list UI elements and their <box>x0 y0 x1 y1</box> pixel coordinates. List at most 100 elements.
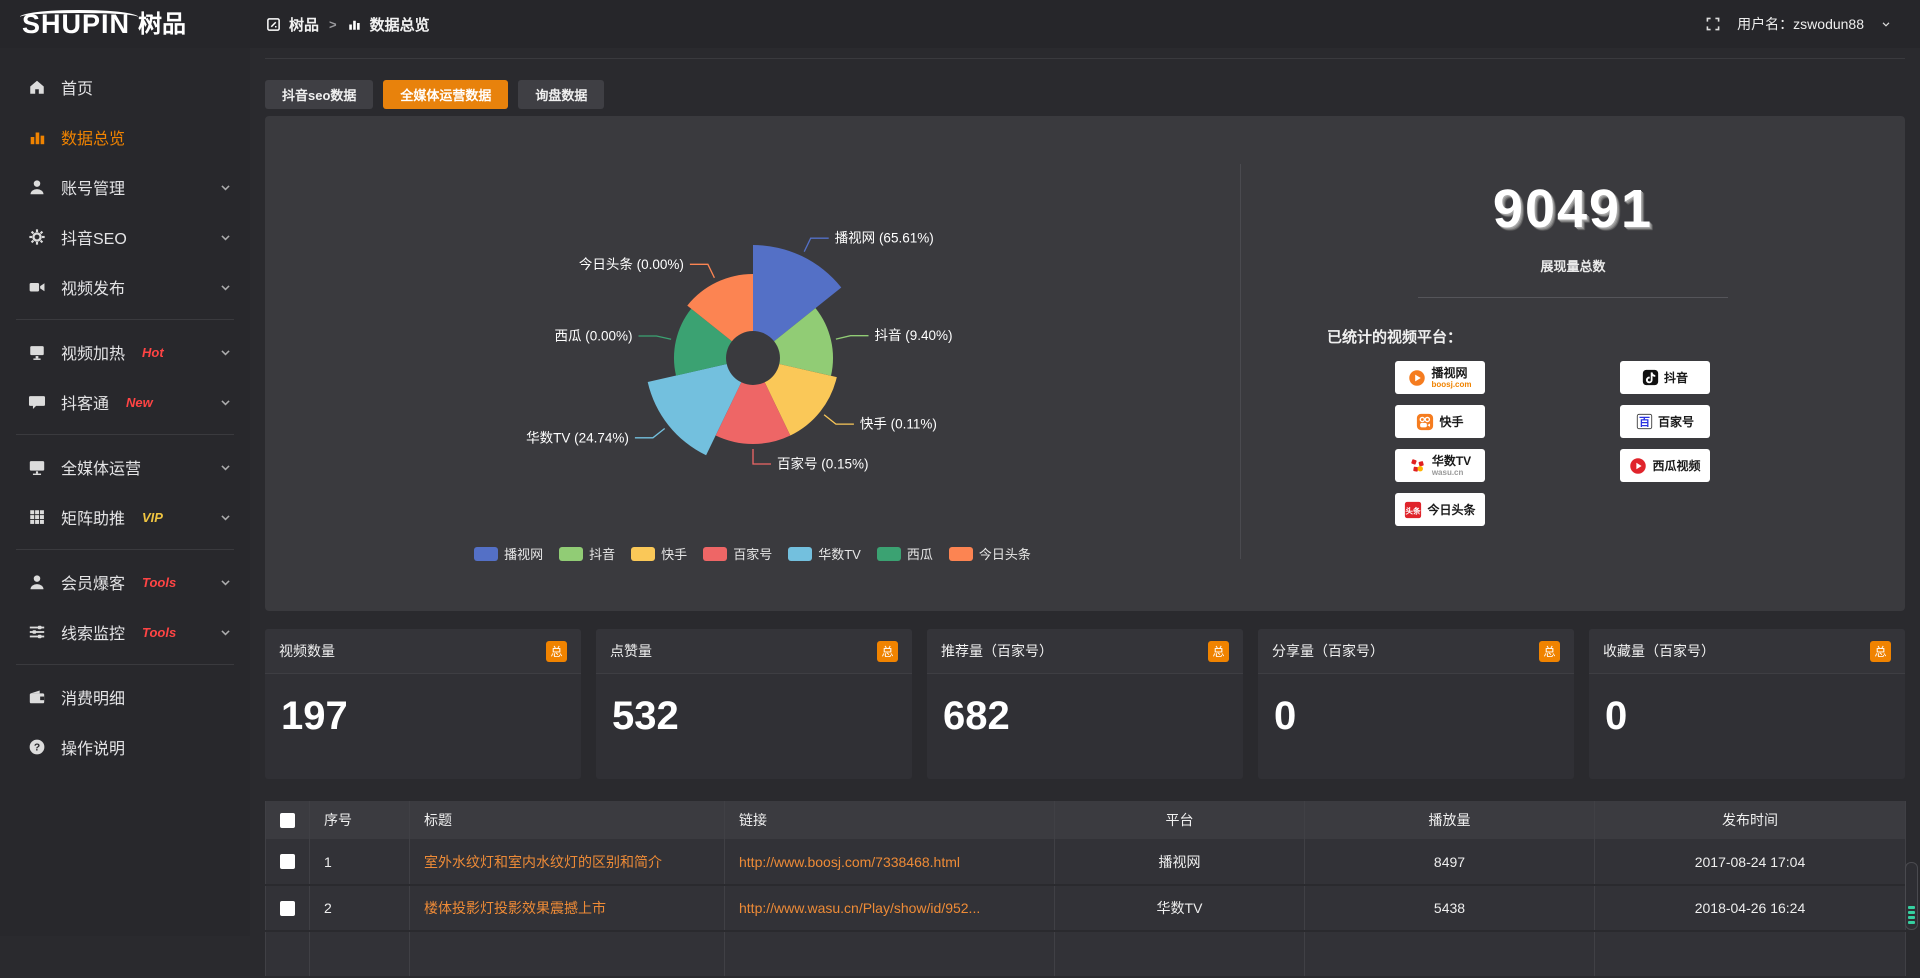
stat-card-header: 分享量（百家号） 总 <box>1258 629 1574 674</box>
total-badge[interactable]: 总 <box>1539 641 1560 662</box>
legend-item-百家号[interactable]: 百家号 <box>703 544 772 563</box>
sidebar-item-抖音SEO[interactable]: 抖音SEO <box>0 212 250 262</box>
chevron-down-icon[interactable] <box>219 281 232 294</box>
legend-item-播视网[interactable]: 播视网 <box>474 544 543 563</box>
platform-name: 播视网 <box>1431 367 1471 379</box>
legend-swatch <box>559 547 583 561</box>
slice-华数TV[interactable] <box>648 364 742 455</box>
total-badge[interactable]: 总 <box>546 641 567 662</box>
boosj-icon <box>1408 369 1426 387</box>
sidebar-divider <box>16 434 234 435</box>
row-checkbox-cell <box>266 885 310 931</box>
breadcrumb-separator: > <box>329 17 337 32</box>
cell-link: http://www.wasu.cn/Play/show/id/952... <box>725 885 1055 931</box>
row-checkbox[interactable] <box>280 901 295 916</box>
platform-badge-今日头条: 头条今日头条 <box>1395 493 1485 526</box>
total-impressions-caption: 展现量总数 <box>1241 256 1905 275</box>
chevron-down-icon[interactable] <box>219 396 232 409</box>
sidebar-item-label: 抖客通 <box>61 390 109 414</box>
breadcrumb-root[interactable]: 树品 <box>289 14 319 35</box>
legend-item-快手[interactable]: 快手 <box>631 544 687 563</box>
scrollbar-widget[interactable] <box>1905 862 1918 930</box>
select-all-checkbox[interactable] <box>280 813 295 828</box>
cell-title <box>410 931 725 977</box>
chevron-down-icon[interactable] <box>219 626 232 639</box>
platform-subtext: wasu.cn <box>1432 469 1471 477</box>
screen-icon <box>28 343 46 361</box>
legend-item-抖音[interactable]: 抖音 <box>559 544 615 563</box>
total-badge[interactable]: 总 <box>877 641 898 662</box>
sidebar-item-label: 会员爆客 <box>61 570 125 594</box>
sidebar-item-首页[interactable]: 首页 <box>0 62 250 112</box>
logo-text-cn: 树品 <box>138 12 186 37</box>
legend-item-华数TV[interactable]: 华数TV <box>788 544 861 563</box>
label-line-快手 <box>824 415 854 424</box>
sidebar-item-账号管理[interactable]: 账号管理 <box>0 162 250 212</box>
breadcrumb: 树品 > 数据总览 <box>250 14 430 35</box>
legend-swatch <box>474 547 498 561</box>
fullscreen-icon[interactable] <box>1705 16 1721 32</box>
cell-title: 室外水纹灯和室内水纹灯的区别和简介 <box>410 839 725 885</box>
row-checkbox-cell <box>266 839 310 885</box>
sidebar-item-消费明细[interactable]: 消费明细 <box>0 672 250 722</box>
legend-item-今日头条[interactable]: 今日头条 <box>949 544 1031 563</box>
column-header-链接: 链接 <box>725 801 1055 839</box>
stat-card-点赞量: 点赞量 总 532 <box>596 629 912 779</box>
video-title-link[interactable]: 室外水纹灯和室内水纹灯的区别和简介 <box>424 854 662 870</box>
sidebar-item-视频发布[interactable]: 视频发布 <box>0 262 250 312</box>
cell-platform <box>1055 931 1305 977</box>
sidebar-item-操作说明[interactable]: ? 操作说明 <box>0 722 250 772</box>
data-tabs: 抖音seo数据全媒体运营数据询盘数据 <box>265 80 1905 109</box>
chevron-down-icon[interactable] <box>219 576 232 589</box>
tab-抖音seo数据[interactable]: 抖音seo数据 <box>265 80 373 109</box>
stat-card-value: 0 <box>1589 674 1905 759</box>
platform-badge-百家号: 百百家号 <box>1620 405 1710 438</box>
app-logo: SHUPIN 树品 <box>0 11 250 38</box>
home-icon <box>28 78 46 96</box>
stat-card-header: 推荐量（百家号） 总 <box>927 629 1243 674</box>
total-badge[interactable]: 总 <box>1208 641 1229 662</box>
platform-name: 抖音 <box>1664 372 1688 384</box>
chevron-down-icon[interactable] <box>219 346 232 359</box>
sidebar-item-label: 操作说明 <box>61 735 125 759</box>
breadcrumb-current[interactable]: 数据总览 <box>370 14 430 35</box>
row-checkbox[interactable] <box>280 854 295 869</box>
tab-询盘数据[interactable]: 询盘数据 <box>518 80 604 109</box>
tab-全媒体运营数据[interactable]: 全媒体运营数据 <box>383 80 508 109</box>
cell-title: 楼体投影灯投影效果震撼上市 <box>410 885 725 931</box>
username[interactable]: 用户名：zswodun88 <box>1737 14 1864 34</box>
video-url-link[interactable]: http://www.wasu.cn/Play/show/id/952... <box>739 900 980 916</box>
chevron-down-icon[interactable] <box>219 231 232 244</box>
video-title-link[interactable]: 楼体投影灯投影效果震撼上市 <box>424 900 606 916</box>
label-line-华数TV <box>635 429 665 438</box>
sidebar-badge: VIP <box>142 510 163 525</box>
legend-item-西瓜[interactable]: 西瓜 <box>877 544 933 563</box>
doc-icon <box>266 17 281 32</box>
video-icon <box>28 278 46 296</box>
chevron-down-icon[interactable] <box>1880 18 1892 30</box>
sidebar-item-全媒体运营[interactable]: 全媒体运营 <box>0 442 250 492</box>
platform-subtext: boosj.com <box>1431 381 1471 389</box>
chevron-down-icon[interactable] <box>219 181 232 194</box>
column-header-序号: 序号 <box>310 801 410 839</box>
chevron-down-icon[interactable] <box>219 461 232 474</box>
cell-link <box>725 931 1055 977</box>
total-badge[interactable]: 总 <box>1870 641 1891 662</box>
rose-chart: 播视网 (65.61%)抖音 (9.40%)快手 (0.11%)百家号 (0.1… <box>265 116 1240 611</box>
stat-card-收藏量（百家号）: 收藏量（百家号） 总 0 <box>1589 629 1905 779</box>
question-icon: ? <box>28 738 46 756</box>
sidebar-item-数据总览[interactable]: 数据总览 <box>0 112 250 162</box>
slice-label-百家号: 百家号 (0.15%) <box>777 456 869 472</box>
stat-card-推荐量（百家号）: 推荐量（百家号） 总 682 <box>927 629 1243 779</box>
chevron-down-icon[interactable] <box>219 511 232 524</box>
cell-time: 2018-04-26 16:24 <box>1595 885 1906 931</box>
video-url-link[interactable]: http://www.boosj.com/7338468.html <box>739 854 960 870</box>
table-row: 1 室外水纹灯和室内水纹灯的区别和简介 http://www.boosj.com… <box>266 839 1906 885</box>
